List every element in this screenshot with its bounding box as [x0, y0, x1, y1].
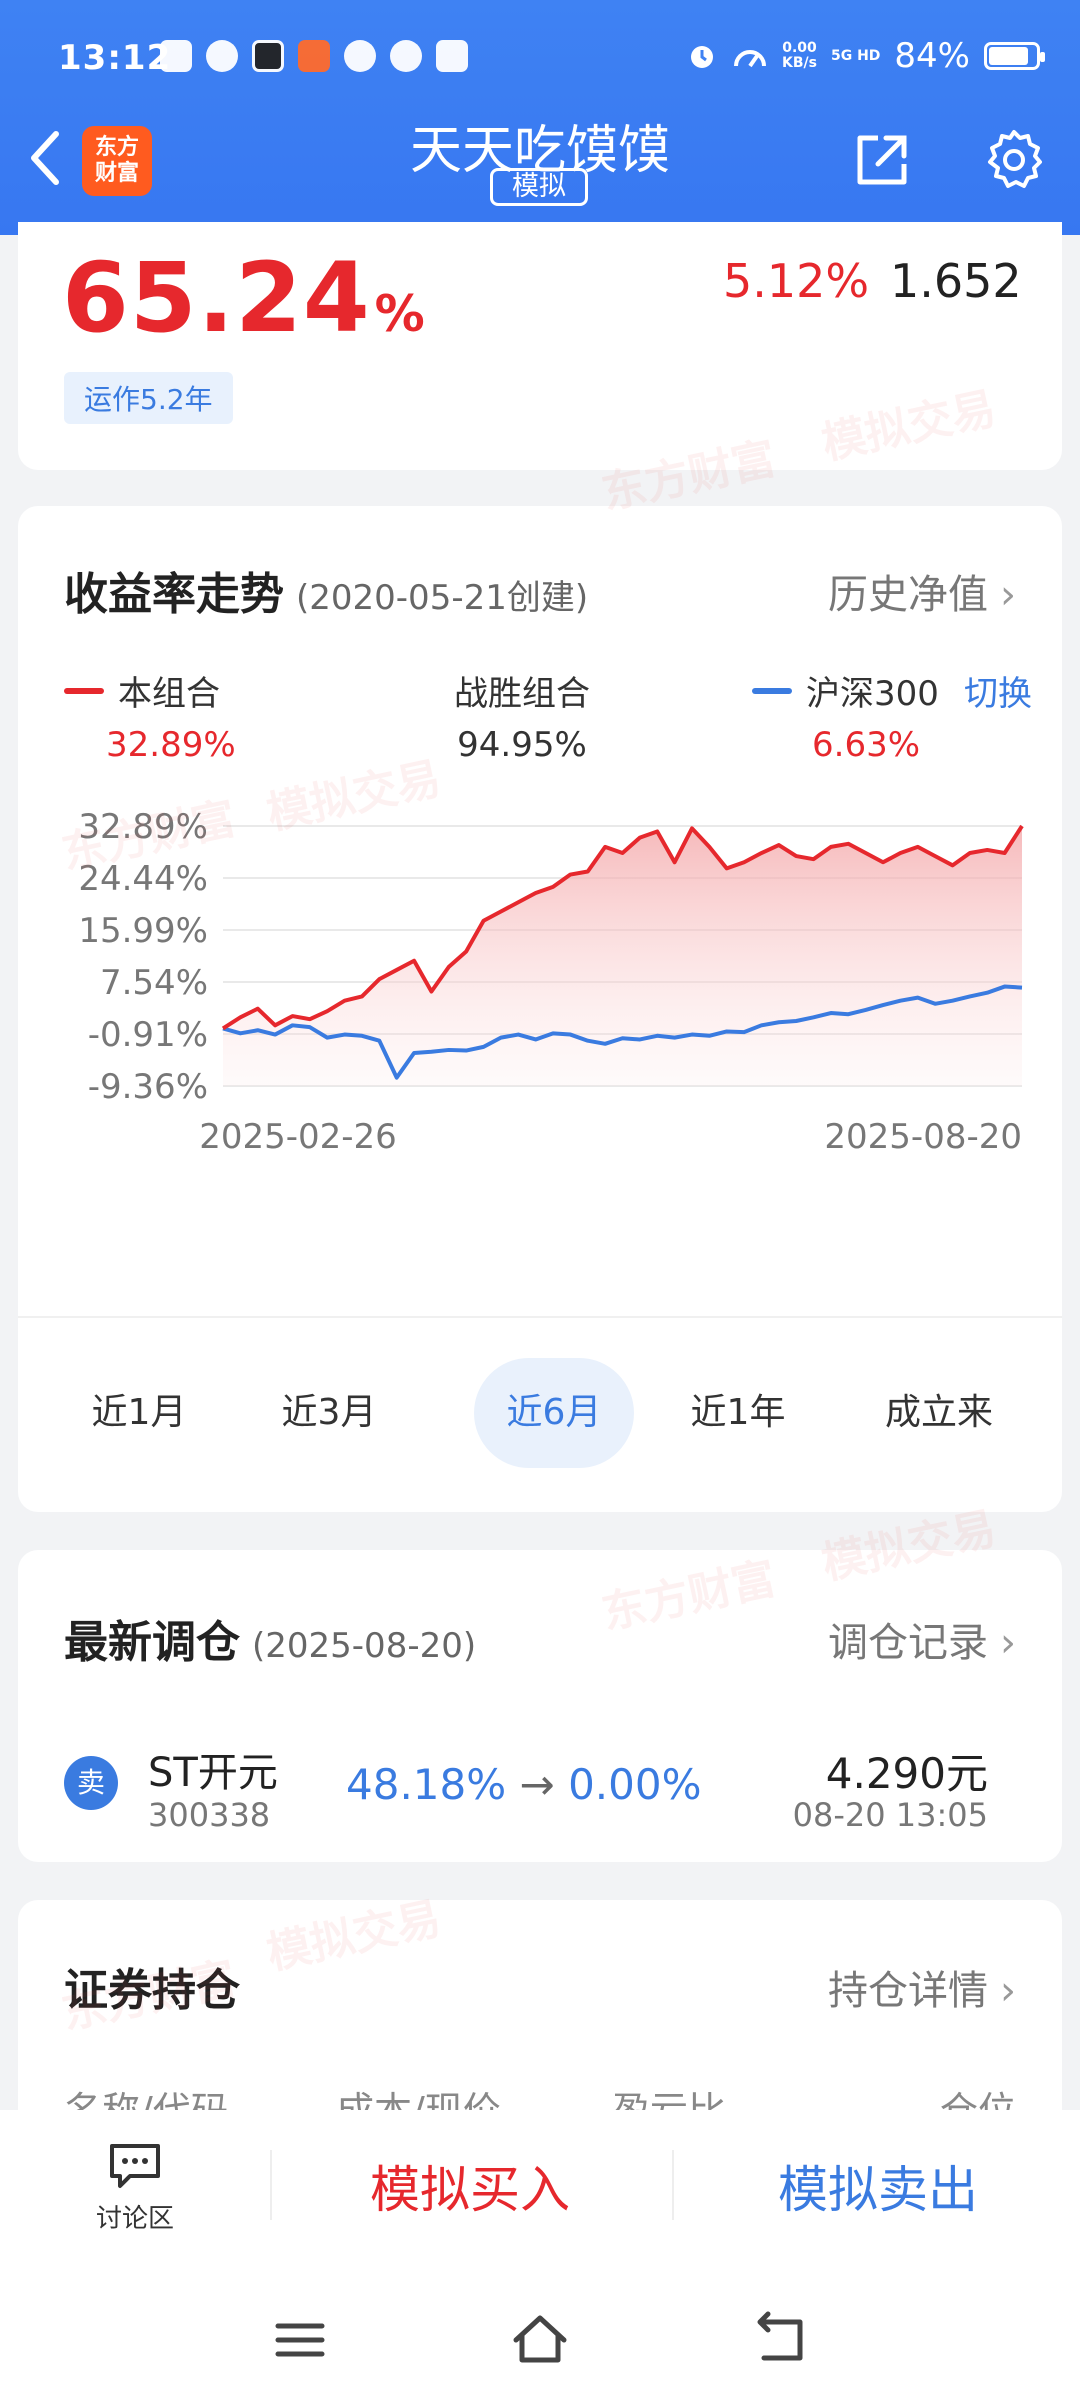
holdings-detail-link[interactable]: 持仓详情 › — [828, 1968, 1016, 2014]
divider — [270, 2150, 272, 2220]
simulation-tag: 模拟 — [490, 168, 588, 206]
divider — [18, 1316, 1062, 1318]
battery-percent: 84% — [894, 36, 970, 76]
y-tick-label: 7.54% — [100, 963, 208, 1003]
summary-card: 65.24% 5.12% 1.652 运作5.2年 — [18, 222, 1062, 470]
portfolio-line — [221, 824, 1024, 1031]
position-change: 48.18% → 0.00% — [346, 1760, 702, 1809]
chart-legend: 本组合 32.89% 战胜组合 94.95% 沪深300 6.63% 切换 — [64, 666, 1044, 766]
red-line-swatch — [64, 687, 104, 694]
tab-1year[interactable]: 近1年 — [690, 1392, 786, 1433]
app-logo: 东方 财富 — [82, 126, 152, 196]
tiktok-icon — [436, 40, 468, 72]
menu-icon[interactable] — [270, 2310, 330, 2370]
rebalance-title: 最新调仓 (2025-08-20) — [64, 1617, 477, 1668]
chevron-right-icon: › — [1000, 1620, 1016, 1666]
divider — [672, 2150, 674, 2220]
portfolio-area — [223, 826, 1022, 1086]
speed-icon — [734, 50, 766, 68]
y-tick-label: 32.89% — [78, 807, 208, 847]
stock-code: 300338 — [148, 1796, 271, 1834]
y-tick-label: -0.91% — [88, 1015, 208, 1055]
discussion-button[interactable]: 讨论区 — [70, 2142, 200, 2235]
bottom-action-bar: 讨论区 模拟买入 模拟卖出 — [0, 2110, 1080, 2388]
share-icon[interactable] — [852, 130, 912, 190]
history-nav-link[interactable]: 历史净值 › — [828, 572, 1016, 618]
x-tick-label: 2025-08-20 — [824, 1117, 1022, 1157]
legend-index: 沪深300 6.63% — [752, 666, 939, 765]
tab-1month[interactable]: 近1月 — [91, 1392, 187, 1433]
holdings-title: 证券持仓 — [64, 1965, 240, 2016]
chevron-right-icon: › — [1000, 572, 1016, 618]
x-tick-label: 2025-02-26 — [199, 1117, 397, 1157]
created-date: (2020-05-21创建) — [296, 578, 589, 618]
sell-action-badge: 卖 — [64, 1756, 118, 1810]
net-asset-value: 1.652 — [890, 254, 1022, 308]
tab-6months[interactable]: 近6月 — [474, 1358, 634, 1468]
rebalance-date: (2025-08-20) — [252, 1626, 477, 1666]
notification-icon — [390, 40, 422, 72]
notification-icon — [160, 40, 192, 72]
tab-3months[interactable]: 近3月 — [281, 1392, 377, 1433]
switch-benchmark-button[interactable]: 切换 — [964, 674, 1032, 714]
status-time: 13:12 — [58, 38, 172, 78]
back-icon[interactable] — [24, 128, 64, 188]
trade-price: 4.290元 — [825, 1749, 988, 1798]
status-bar: 13:12 0.00 KB/s 5G HD 84% — [0, 0, 1080, 110]
y-tick-label: -9.36% — [88, 1067, 208, 1107]
settings-gear-icon[interactable] — [982, 128, 1046, 192]
alarm-icon — [691, 46, 713, 68]
system-nav-bar — [0, 2290, 1080, 2388]
notification-icon — [252, 40, 284, 72]
page-title: 天天吃馍馍 — [409, 121, 670, 181]
home-icon[interactable] — [510, 2310, 570, 2370]
y-tick-label: 15.99% — [78, 911, 208, 951]
return-chart[interactable]: 32.89% 24.44% 15.99% 7.54% -0.91% -9.36% 2025-… — [18, 786, 1062, 1306]
simulate-sell-button[interactable]: 模拟卖出 — [778, 2161, 978, 2219]
trade-time: 08-20 13:05 — [792, 1796, 988, 1834]
top-header: 13:12 0.00 KB/s 5G HD 84% 东方 财富 天天吃馍馍 模拟 — [0, 0, 1080, 235]
status-right: 0.00 KB/s 5G HD 84% — [686, 36, 1045, 76]
discussion-label: 讨论区 — [95, 2204, 174, 2234]
return-trend-card: 收益率走势 (2020-05-21创建) 历史净值 › 本组合 32.89% 战胜组… — [18, 506, 1062, 1512]
stock-name[interactable]: ST开元 — [148, 1750, 278, 1796]
wechat-icon — [344, 40, 376, 72]
tab-since-inception[interactable]: 成立来 — [884, 1392, 993, 1433]
arrow-right-icon: → — [519, 1760, 555, 1809]
chat-bubble-icon — [110, 2144, 160, 2188]
trend-title: 收益率走势 (2020-05-21创建) — [64, 569, 589, 620]
signal-icon: 5G HD — [830, 47, 881, 64]
simulate-buy-button[interactable]: 模拟买入 — [370, 2161, 570, 2219]
blue-line-swatch — [752, 687, 792, 694]
notification-icon — [206, 40, 238, 72]
notification-icon — [298, 40, 330, 72]
y-tick-label: 24.44% — [78, 859, 208, 899]
back-nav-icon[interactable] — [750, 2310, 810, 2370]
total-return: 65.24% — [62, 242, 426, 354]
legend-beat: 战胜组合 94.95% — [454, 674, 590, 765]
notification-icons — [160, 40, 468, 72]
chevron-right-icon: › — [1000, 1968, 1016, 2014]
operation-duration-badge: 运作5.2年 — [64, 372, 233, 424]
period-tabs: 近1月 近3月 近6月 近1年 成立来 — [64, 1358, 1024, 1468]
legend-portfolio: 本组合 32.89% — [64, 666, 236, 765]
daily-change: 5.12% — [723, 254, 870, 308]
battery-icon — [984, 42, 1045, 70]
net-speed: 0.00 KB/s — [782, 40, 817, 71]
index-line — [222, 984, 1023, 1080]
rebalance-history-link[interactable]: 调仓记录 › — [828, 1620, 1016, 1666]
latest-rebalance-card: 最新调仓 (2025-08-20) 调仓记录 › 卖 ST开元 300338 48.… — [18, 1550, 1062, 1862]
